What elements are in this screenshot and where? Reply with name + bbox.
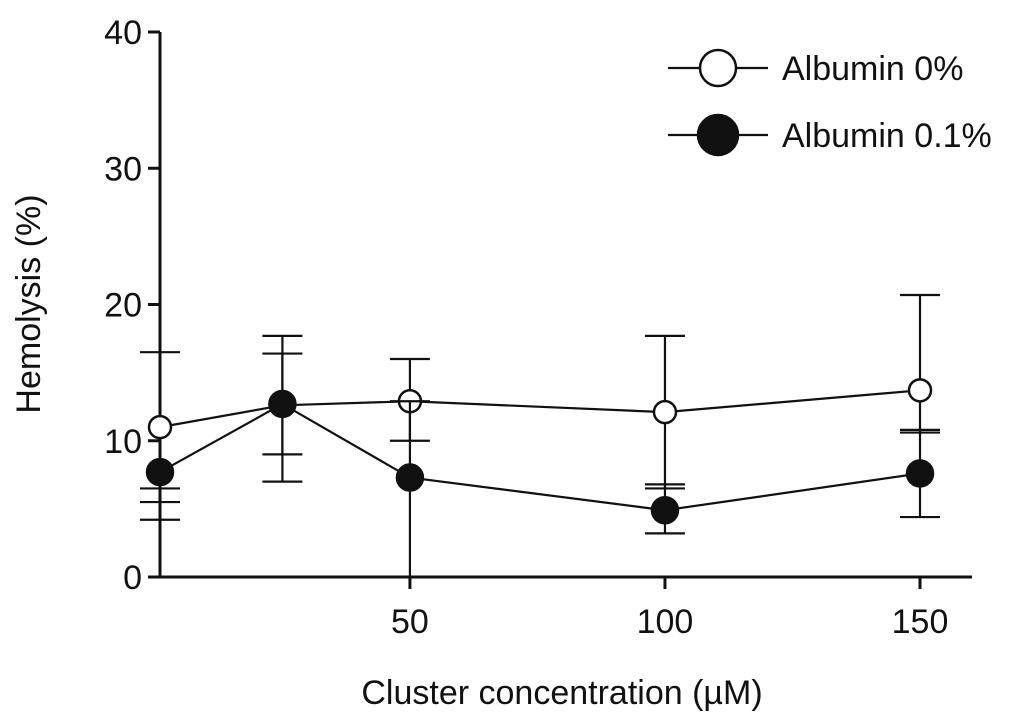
y-tick-label: 20 [104, 287, 142, 325]
x-tick-label: 50 [391, 603, 429, 641]
axes: 0 10 20 30 40 50 100 150 [104, 14, 972, 641]
data-point-open [652, 399, 678, 425]
x-axis-title: Cluster concentration (µM) [361, 674, 762, 712]
legend: Albumin 0% Albumin 0.1% [668, 48, 992, 157]
legend-marker-filled [696, 113, 740, 157]
series-line [159, 402, 921, 512]
data-point-filled [145, 457, 175, 487]
series-albumin-0-1 [140, 334, 940, 579]
data-point-open [907, 378, 933, 403]
data-series [140, 293, 940, 579]
data-point-filled [650, 495, 680, 525]
y-tick-label: 40 [104, 14, 142, 52]
data-point-filled [395, 463, 425, 492]
y-tick-label: 10 [104, 423, 142, 461]
legend-item: Albumin 0.1% [668, 113, 992, 157]
x-tick-label: 100 [637, 603, 694, 641]
data-point-filled [268, 389, 297, 419]
series-albumin-0 [140, 293, 940, 490]
data-point-filled [905, 459, 935, 488]
data-point-open [147, 414, 173, 440]
legend-label: Albumin 0% [782, 50, 963, 88]
legend-marker-open [698, 48, 738, 88]
y-axis-title: Hemolysis (%) [10, 194, 48, 413]
legend-item: Albumin 0% [668, 48, 963, 88]
y-tick-label: 0 [123, 559, 142, 597]
legend-label: Albumin 0.1% [782, 117, 992, 155]
x-tick-label: 150 [892, 603, 949, 641]
y-tick-label: 30 [104, 150, 142, 188]
